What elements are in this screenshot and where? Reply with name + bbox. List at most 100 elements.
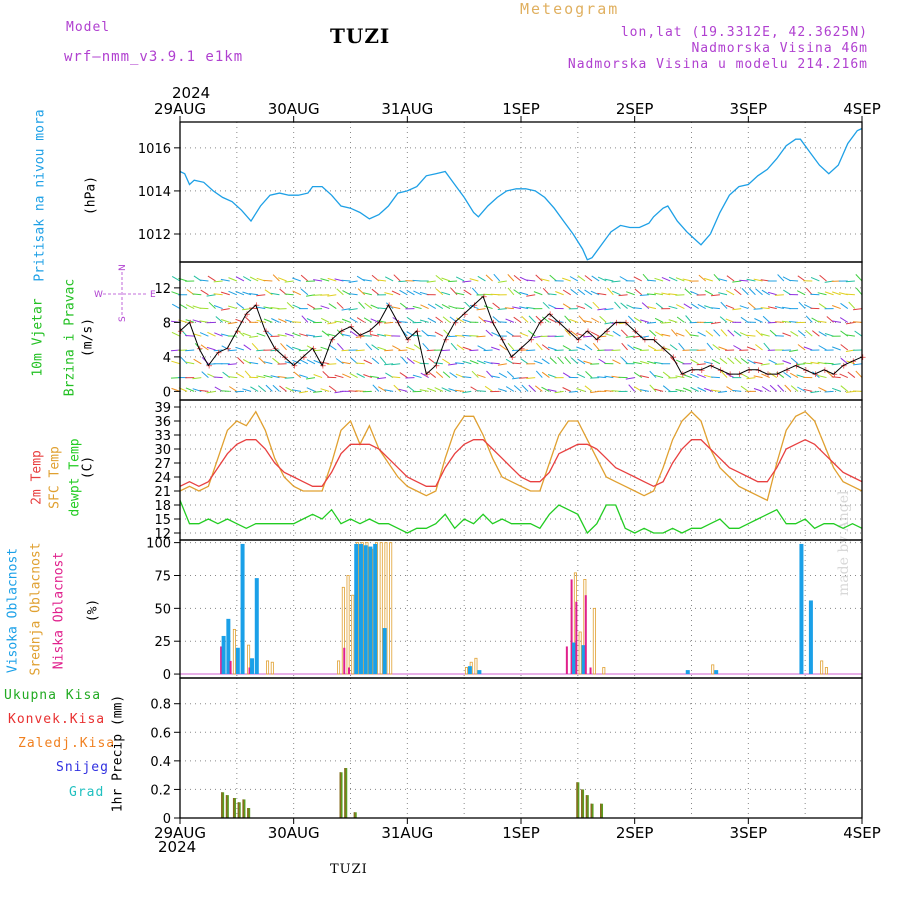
wind-barb (497, 321, 507, 323)
wind-barb (698, 274, 707, 282)
wind-barb (341, 308, 351, 311)
wind-barb (811, 317, 820, 323)
wind-barb (640, 360, 650, 365)
x-tick-label-top: 1SEP (502, 100, 540, 118)
wind-barb (810, 276, 820, 282)
cloud-bar-high (221, 635, 226, 675)
wind-barb (747, 359, 756, 365)
y-tick-label: 27 (154, 457, 171, 472)
wind-barb (471, 287, 479, 296)
wind-barb (519, 306, 529, 310)
wind-barb (244, 370, 252, 378)
wind-barb (371, 357, 380, 365)
cloud-bar-low (248, 667, 251, 675)
wind-barb (293, 371, 302, 378)
wind-barb (840, 385, 849, 392)
wind-speed-marker: + (319, 362, 327, 372)
precip-bar-conv (585, 795, 588, 818)
wind-barb (462, 346, 472, 351)
wind-barb (469, 304, 479, 310)
wind-barb (249, 361, 259, 365)
wind-barb (365, 342, 373, 351)
wind-barb (328, 344, 337, 351)
wind-barb (242, 308, 252, 311)
wind-barb (242, 276, 252, 282)
wind-barb (427, 387, 436, 392)
wind-barb (199, 320, 209, 323)
wind-barb (300, 288, 309, 296)
wind-barb (618, 294, 628, 297)
wind-barb (199, 332, 209, 337)
wind-barb (848, 301, 856, 309)
wind-barb (313, 349, 323, 352)
cloud-bar-mid (266, 660, 270, 675)
wind-barb (647, 306, 657, 310)
wind-barb (541, 358, 550, 365)
wind-barb (407, 357, 415, 365)
wind-barb (327, 277, 337, 282)
wind-barb (655, 302, 664, 309)
wind-barb (576, 388, 586, 392)
wind-barb (228, 305, 237, 310)
wind-barb (306, 318, 316, 323)
wind-barb (746, 334, 756, 337)
wind-barb (685, 315, 692, 323)
wind-barb (341, 279, 351, 282)
wind-barb (604, 390, 614, 392)
wind-barb (362, 279, 372, 282)
cloud-bar-mid (346, 575, 350, 675)
wind-barb (549, 274, 557, 282)
y-tick-label: 39 (154, 401, 171, 416)
precip-label-ukupna: Ukupna Kisa (4, 688, 102, 703)
wind-barb (774, 363, 784, 365)
wind-barb (646, 279, 657, 282)
cloud-bar-low (348, 667, 350, 675)
wind-barb (526, 279, 536, 282)
wind-barb (604, 375, 614, 379)
wind-barb (803, 362, 813, 365)
wind-barb (377, 279, 387, 282)
wind-barb (412, 334, 422, 337)
y-tick-label: 18 (154, 499, 171, 514)
wind-barb (355, 335, 365, 338)
wind-barb (761, 289, 770, 296)
wind-barb (284, 361, 294, 365)
wind-barb (342, 373, 351, 379)
wind-barb (185, 304, 195, 310)
wind-barb (521, 384, 529, 392)
wind-speed-marker: + (802, 366, 810, 376)
wind-barb (632, 361, 642, 365)
precip-bar-conv (576, 782, 578, 818)
wind-barb (832, 346, 841, 351)
wind-barb (633, 317, 643, 323)
wind-barb (831, 376, 841, 379)
wind-barb (597, 376, 607, 379)
wind-barb (300, 274, 309, 282)
wind-barb (265, 329, 273, 337)
wind-barb (805, 315, 813, 323)
wind-barb (839, 373, 848, 379)
wind-barb (334, 320, 344, 323)
x-tick-label-top: 3SEP (730, 100, 768, 118)
wind-barb (845, 334, 855, 337)
wind-barb (592, 342, 600, 351)
wind-barb (413, 290, 422, 296)
y-tick-label: 0 (163, 812, 171, 827)
wind-barb (392, 345, 401, 351)
wind-barb (621, 342, 628, 351)
cloud-bar-high (799, 543, 804, 675)
wind-barb (313, 335, 323, 338)
footer-station: TUZI (330, 862, 368, 877)
y-tick-label: 1014 (138, 185, 171, 200)
cloud-bar-low (220, 646, 223, 675)
cloud-bar-mid (389, 542, 393, 675)
wind-barb (228, 277, 238, 282)
wind-barb (292, 346, 301, 351)
wind-speed-marker: + (613, 318, 621, 328)
wind-barb (611, 349, 621, 351)
cloud-bar-mid (711, 664, 715, 675)
wind-barb (513, 316, 522, 323)
model-altitude-label: Nadmorska Visina u modelu 214.216m (567, 57, 868, 72)
wind-barb (720, 301, 728, 309)
